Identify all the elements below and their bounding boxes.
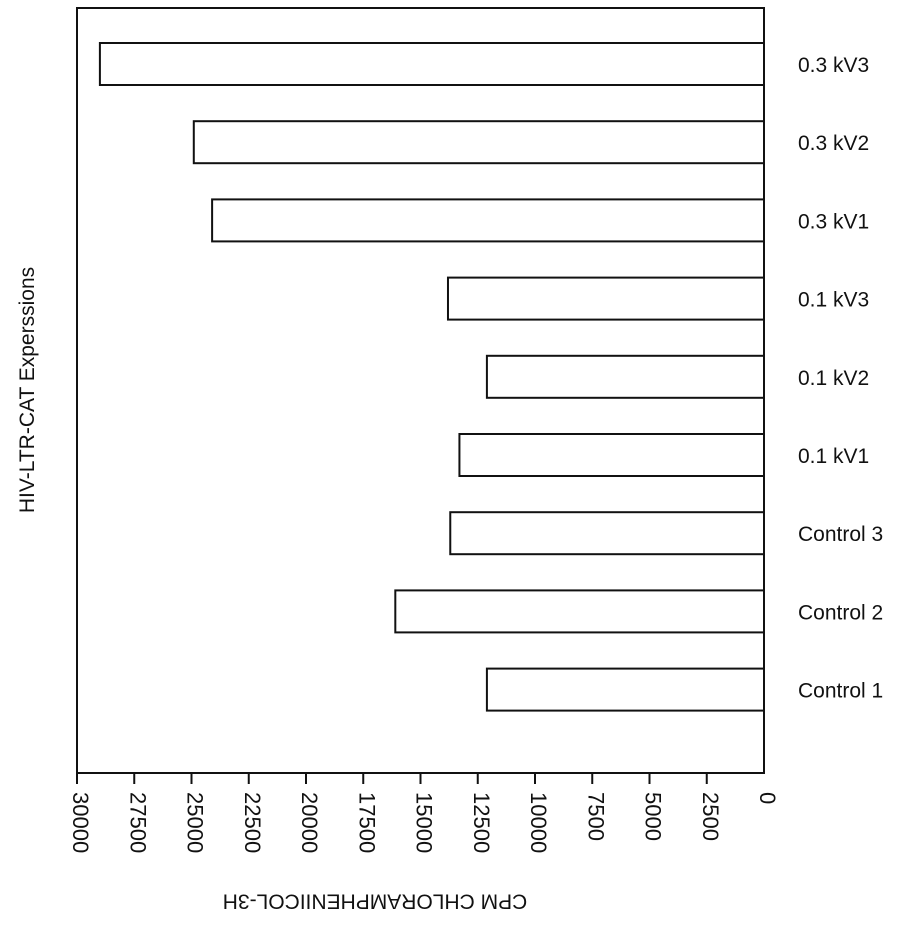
x-tick-label: 0 (755, 792, 780, 804)
bar (192, 120, 766, 165)
x-tick-label: 12500 (469, 792, 494, 853)
category-label: 0.3 kV1 (798, 210, 869, 233)
category-labels-group: 0.3 kV3 0.3 kV2 0.3 kV1 0.1 kV3 0.1 kV2 0.1 k… (798, 54, 883, 703)
x-axis-label: CPM CHLORAMPHENIICOL-3H (223, 889, 528, 912)
x-tick-labels-group: 30000 27500 25000 22500 20000 17500 15000 12500… (68, 792, 780, 853)
category-label: Control 3 (798, 523, 883, 546)
x-tick-label: 20000 (297, 792, 322, 853)
x-tick-label: 10000 (526, 792, 551, 853)
x-tick-label: 17500 (354, 792, 379, 853)
y-axis-label: HIV-LTR-CAT Experssions (16, 267, 39, 513)
category-label: 0.1 kV3 (798, 289, 869, 312)
bar (449, 511, 765, 556)
x-tick-label: 15000 (412, 792, 437, 853)
bar (98, 42, 765, 86)
x-tick-label: 5000 (641, 792, 666, 841)
category-label: 0.1 kV2 (798, 367, 869, 390)
x-ticks-group (76, 773, 708, 784)
category-label: 0.3 kV3 (798, 54, 869, 77)
bar (446, 276, 765, 321)
category-label: 0.3 kV2 (798, 132, 869, 155)
x-tick-label: 25000 (183, 792, 208, 853)
category-label: Control 1 (798, 680, 883, 703)
category-label: 0.1 kV1 (798, 445, 869, 468)
bar (458, 433, 765, 477)
bars-group (98, 42, 766, 712)
x-tick-label: 30000 (68, 792, 93, 853)
x-tick-label: 22500 (240, 792, 265, 853)
bar (394, 589, 765, 634)
x-tick-label: 27500 (125, 792, 150, 853)
category-label: Control 2 (798, 601, 883, 624)
bar (485, 354, 765, 399)
bar (485, 667, 765, 712)
x-tick-label: 7500 (583, 792, 608, 841)
x-tick-label: 2500 (698, 792, 723, 841)
bar (211, 198, 766, 243)
